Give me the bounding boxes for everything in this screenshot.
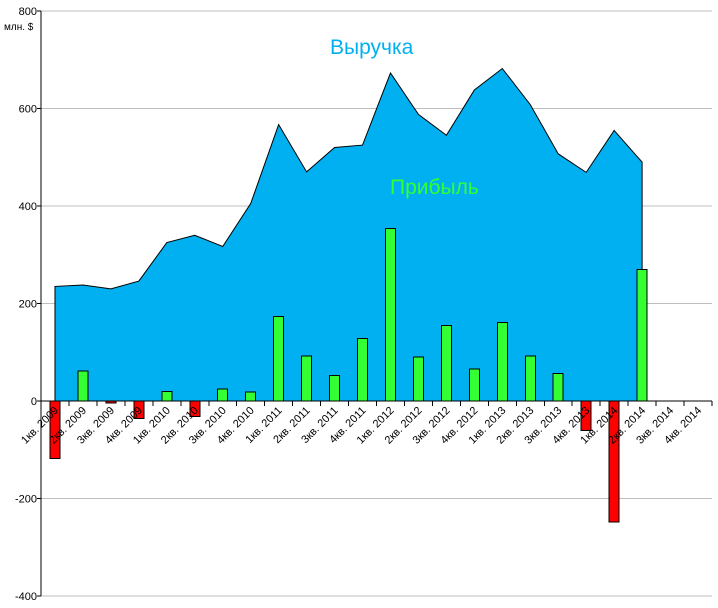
profit-bar — [329, 375, 341, 402]
profit-series-label: Прибыль — [390, 176, 479, 199]
axes — [37, 10, 713, 597]
profit-bar — [273, 316, 285, 402]
profit-bar — [524, 355, 536, 402]
profit-bar — [384, 227, 396, 402]
profit-bar — [552, 373, 564, 402]
profit-bar — [468, 368, 480, 402]
ytick-label: 200 — [19, 299, 37, 311]
profit-bar — [412, 356, 424, 402]
profit-bar — [245, 391, 257, 402]
ytick-label: 400 — [19, 201, 37, 213]
y-axis-unit-label: млн. $ — [4, 22, 34, 33]
y-axis-tick-labels: -400 -200 0 200 400 600 800 — [15, 6, 37, 603]
profit-bar — [77, 370, 89, 402]
profit-bar — [217, 388, 229, 402]
revenue-area — [54, 67, 643, 402]
profit-bars-layer — [49, 227, 648, 523]
profit-bar — [161, 390, 173, 402]
profit-bar — [496, 322, 508, 402]
profit-bar — [636, 268, 648, 402]
ytick-label: -200 — [15, 494, 37, 506]
ytick-label: 600 — [19, 104, 37, 116]
revenue-series-label: Выручка — [330, 36, 414, 59]
profit-bar — [440, 324, 452, 402]
ytick-label: 800 — [19, 6, 37, 18]
profit-bar — [301, 355, 313, 402]
revenue-area-layer — [54, 67, 643, 402]
profit-bar — [357, 338, 369, 402]
ytick-label: 0 — [31, 396, 37, 408]
ytick-label: -400 — [15, 591, 37, 603]
